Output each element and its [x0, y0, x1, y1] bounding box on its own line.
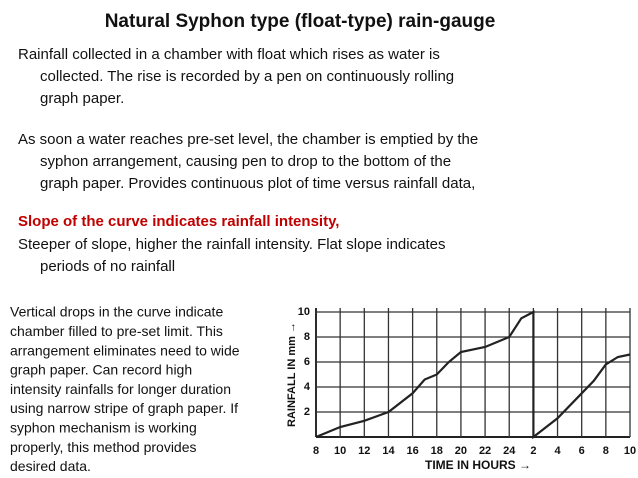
paragraph-line: Slope of the curve indicates rainfall in… [18, 213, 339, 230]
note-line: arrangement eliminates need to wide [10, 342, 240, 358]
paragraph-line: graph paper. [40, 90, 124, 107]
paragraph-line: syphon arrangement, causing pen to drop … [40, 153, 451, 170]
x-tick-label: 10 [334, 445, 346, 457]
x-tick-label: 22 [479, 445, 491, 457]
y-tick-label: 10 [298, 306, 310, 318]
x-tick-label: 24 [503, 445, 516, 457]
slide-title: Natural Syphon type (float-type) rain-ga… [105, 11, 496, 32]
x-tick-label: 10 [624, 445, 636, 457]
note-line: intensity rainfalls for longer duration [10, 381, 231, 397]
x-tick-label: 6 [579, 445, 585, 457]
x-tick-label: 14 [382, 445, 395, 457]
x-tick-label: 4 [554, 445, 561, 457]
y-tick-label: 2 [304, 406, 310, 418]
x-tick-label: 8 [313, 445, 319, 457]
x-tick-label: 2 [530, 445, 536, 457]
note-line: using narrow stripe of graph paper. If [10, 400, 238, 416]
note-line: desired data. [10, 458, 91, 474]
x-tick-label: 18 [431, 445, 443, 457]
note-line: chamber filled to pre-set limit. This [10, 323, 223, 339]
paragraph-line: As soon a water reaches pre-set level, t… [18, 131, 478, 148]
note-line: syphon mechanism is working [10, 420, 197, 436]
note-line: properly, this method provides [10, 439, 197, 455]
x-tick-label: 20 [455, 445, 467, 457]
paragraph-line: Steeper of slope, higher the rainfall in… [18, 236, 445, 253]
note-line: graph paper. Can record high [10, 362, 192, 378]
paragraph-line: periods of no rainfall [40, 258, 175, 275]
paragraph-line: graph paper. Provides continuous plot of… [40, 175, 475, 192]
note-line: Vertical drops in the curve indicate [10, 304, 223, 320]
paragraph-line: Rainfall collected in a chamber with flo… [18, 46, 440, 63]
rainfall-curve [315, 310, 631, 440]
x-tick-label: 16 [406, 445, 418, 457]
y-tick-label: 6 [304, 356, 310, 368]
x-axis-label: TIME IN HOURS → [425, 458, 531, 472]
x-tick-label: 12 [358, 445, 370, 457]
y-axis-label: RAINFALL IN mm → [286, 322, 298, 427]
y-tick-label: 8 [304, 331, 310, 343]
x-tick-label: 8 [603, 445, 609, 457]
y-tick-label: 4 [304, 381, 311, 393]
paragraph-line: collected. The rise is recorded by a pen… [40, 68, 454, 85]
